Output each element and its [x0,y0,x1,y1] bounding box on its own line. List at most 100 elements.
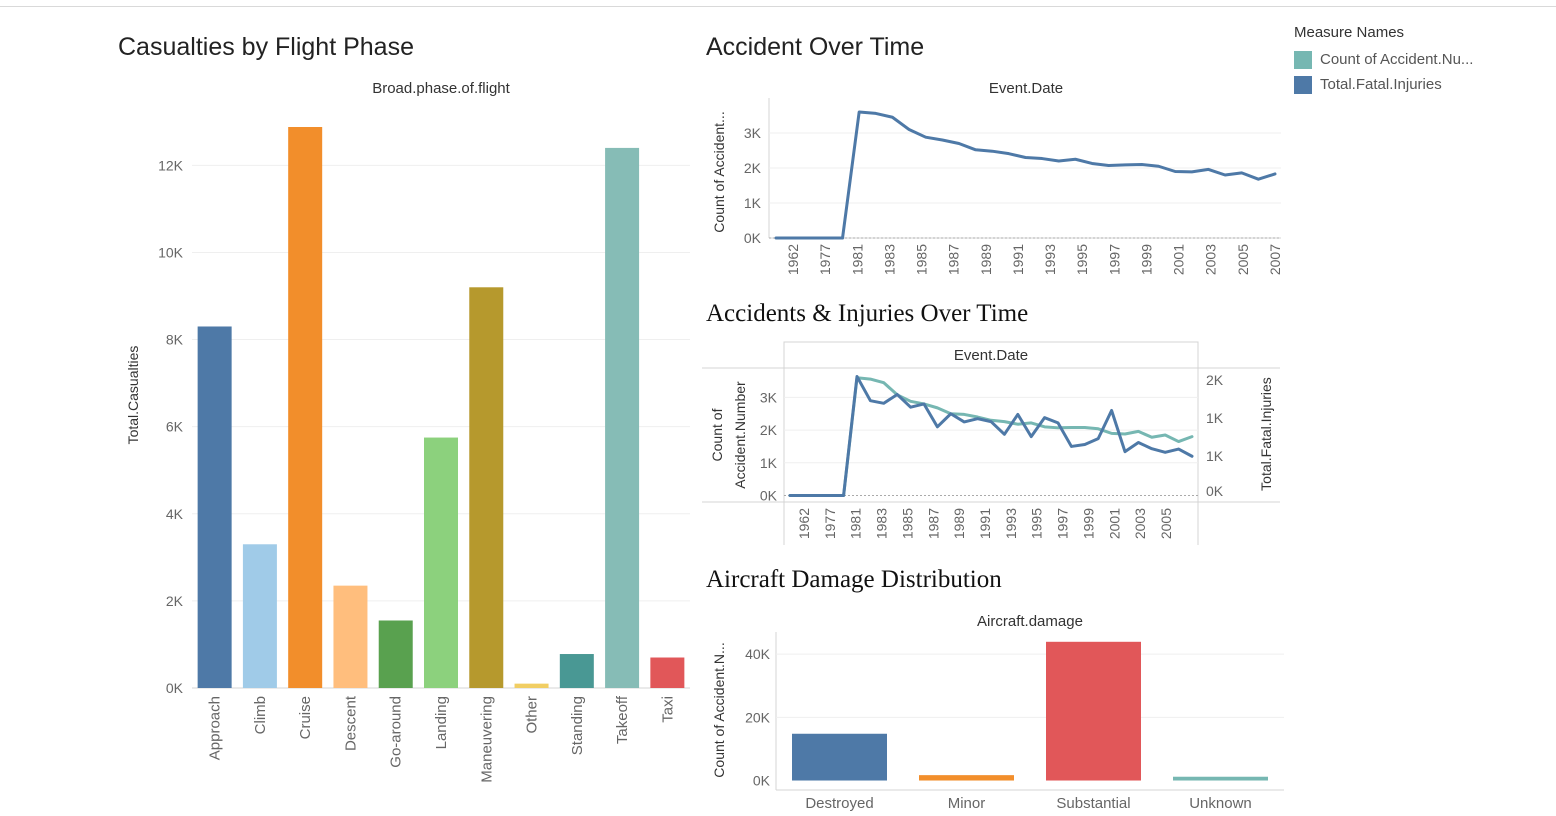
injuries-y2-tick-label: 1K [1206,410,1224,426]
phase-y-tick-label: 10K [158,244,184,260]
damage-x-tick-label: Unknown [1189,795,1252,812]
legend-item-label: Total.Fatal.Injuries [1320,76,1442,93]
damage-chart-title: Aircraft Damage Distribution [706,566,1002,593]
phase-x-tick-label: Takeoff [614,695,631,744]
injuries-x-tick-label: 1985 [899,508,915,539]
phase-bar-approach [197,326,232,688]
phase-bar-cruise [288,127,323,688]
phase-bar-landing [424,437,458,688]
phase-bar-maneuvering [469,287,504,688]
top-divider [0,6,1556,7]
phase-y-tick-label: 2K [166,593,184,609]
time-x-tick-label: 2007 [1267,244,1283,275]
phase-x-tick-label: Taxi [659,696,676,723]
legend-item-fatal-injuries[interactable]: Total.Fatal.Injuries [1294,72,1534,97]
time-x-tick-label: 1962 [785,244,801,275]
injuries-x-tick-label: 1977 [822,508,838,539]
phase-x-tick-label: Approach [207,696,224,760]
injuries-y-tick-label: 2K [760,422,778,438]
injuries-y-axis-title-line1: Count of [709,408,725,461]
damage-x-tick-label: Substantial [1056,795,1130,812]
phase-y-tick-label: 4K [166,506,184,522]
phase-bar-takeoff [605,147,640,688]
injuries-x-tick-label: 2001 [1106,508,1122,539]
time-x-tick-label: 1987 [946,244,962,275]
time-x-tick-label: 2005 [1235,244,1251,275]
damage-bar-destroyed [792,733,887,781]
damage-bar-unknown [1173,776,1268,781]
injuries-x-tick-label: 1991 [977,508,993,539]
time-axis-header: Event.Date [989,80,1063,97]
injuries-y2-axis-title: Total.Fatal.Injuries [1258,377,1274,491]
time-chart-title: Accident Over Time [706,33,925,61]
phase-bar-standing [559,654,594,688]
injuries-x-tick-label: 1999 [1080,508,1096,539]
damage-axis-header: Aircraft.damage [977,613,1083,630]
time-y-axis-title: Count of Accident... [711,111,727,232]
injuries-x-tick-label: 2005 [1158,508,1174,539]
phase-y-tick-label: 12K [158,157,184,173]
damage-bar-substantial [1046,641,1141,781]
time-x-tick-label: 1983 [881,244,897,275]
phase-y-tick-label: 8K [166,332,184,348]
phase-bar-other [514,683,549,688]
time-y-tick-label: 2K [744,160,762,176]
injuries-x-tick-label: 1997 [1055,508,1071,539]
time-x-tick-label: 1997 [1106,244,1122,275]
time-x-tick-label: 1995 [1074,244,1090,275]
phase-x-tick-label: Go-around [388,696,405,768]
injuries-y2-tick-label: 2K [1206,372,1224,388]
phase-y-tick-label: 0K [166,680,184,696]
time-x-tick-label: 1989 [978,244,994,275]
phase-y-tick-label: 6K [166,419,184,435]
phase-x-tick-label: Landing [433,696,450,749]
phase-bar-go-around [378,620,413,688]
phase-axis-header: Broad.phase.of.flight [372,80,510,97]
time-x-tick-label: 1977 [817,244,833,275]
phase-x-tick-label: Standing [569,696,586,755]
injuries-y2-tick-label: 1K [1206,448,1224,464]
injuries-x-tick-label: 2003 [1132,508,1148,539]
time-x-tick-label: 1993 [1042,244,1058,275]
injuries-x-tick-label: 1987 [925,508,941,539]
phase-chart-title: Casualties by Flight Phase [118,33,414,61]
time-y-tick-label: 0K [744,230,762,246]
time-series-line [774,110,1277,240]
measure-names-legend: Measure Names Count of Accident.Nu... To… [1294,24,1534,97]
damage-x-tick-label: Minor [948,795,986,812]
damage-x-tick-label: Destroyed [805,795,873,812]
injuries-fatal-line [788,374,1194,497]
damage-y-tick-label: 40K [745,646,771,662]
injuries-x-tick-label: 1983 [874,508,890,539]
legend-item-label: Count of Accident.Nu... [1320,51,1474,68]
injuries-y-axis-title-line2: Accident.Number [732,381,748,489]
phase-x-tick-label: Other [524,696,541,734]
phase-bar-taxi [650,657,685,688]
phase-y-axis-title: Total.Casualties [125,346,141,445]
damage-bar-minor [919,775,1014,781]
phase-x-tick-label: Climb [252,696,269,734]
legend-swatch [1294,50,1312,69]
injuries-x-tick-label: 1962 [796,508,812,539]
injuries-x-tick-label: 1993 [1003,508,1019,539]
injuries-chart-title: Accidents & Injuries Over Time [706,300,1029,327]
time-x-tick-label: 1991 [1010,244,1026,275]
time-x-tick-label: 1985 [914,244,930,275]
injuries-y-tick-label: 0K [760,487,778,503]
legend-item-count-accident[interactable]: Count of Accident.Nu... [1294,47,1534,72]
phase-x-tick-label: Descent [342,695,359,751]
damage-y-tick-label: 0K [753,773,771,789]
damage-y-tick-label: 20K [745,709,771,725]
injuries-x-tick-label: 1981 [848,508,864,539]
phase-x-tick-label: Maneuvering [478,696,495,783]
injuries-x-tick-label: 1995 [1029,508,1045,539]
phase-bar-descent [333,585,368,688]
injuries-y2-tick-label: 0K [1206,483,1224,499]
time-y-tick-label: 3K [744,125,762,141]
time-y-tick-label: 1K [744,195,762,211]
legend-title: Measure Names [1294,24,1405,41]
time-x-tick-label: 2003 [1203,244,1219,275]
injuries-x-tick-label: 1989 [951,508,967,539]
injuries-y-tick-label: 1K [760,455,778,471]
